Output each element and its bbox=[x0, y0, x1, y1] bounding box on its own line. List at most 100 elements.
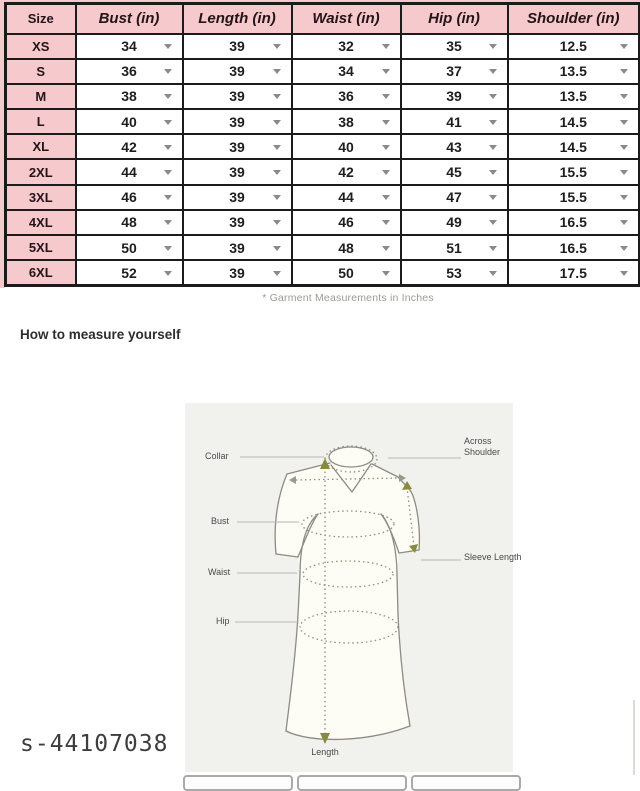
dropdown-caret-icon[interactable] bbox=[163, 270, 172, 276]
dropdown-caret-icon[interactable] bbox=[488, 170, 497, 176]
dropdown-caret-icon[interactable] bbox=[488, 220, 497, 226]
dropdown-caret-icon[interactable] bbox=[272, 94, 281, 100]
dropdown-caret-icon[interactable] bbox=[488, 195, 497, 201]
dropdown-caret-icon[interactable] bbox=[163, 195, 172, 201]
measurement-cell: 45 bbox=[399, 158, 509, 186]
size-cell: 2XL bbox=[4, 158, 77, 186]
cell-value: 39 bbox=[229, 189, 245, 206]
dropdown-caret-icon[interactable] bbox=[272, 270, 281, 276]
dropdown-caret-icon[interactable] bbox=[163, 144, 172, 150]
size-chart-table: Size Bust (in) Length (in) Waist (in) Hip (i… bbox=[4, 2, 640, 287]
dropdown-caret-icon[interactable] bbox=[272, 44, 281, 50]
dropdown-caret-icon[interactable] bbox=[272, 119, 281, 125]
dropdown-caret-icon[interactable] bbox=[620, 144, 628, 150]
cell-value: 44 bbox=[338, 189, 354, 206]
dropdown-caret-icon[interactable] bbox=[381, 119, 390, 125]
dropdown-caret-icon[interactable] bbox=[381, 170, 390, 176]
cell-value: 38 bbox=[121, 88, 137, 105]
dropdown-caret-icon[interactable] bbox=[163, 220, 172, 226]
table-row: 2XL 44 39 42 45 15.5 bbox=[4, 158, 640, 186]
garment-silhouette bbox=[275, 459, 420, 740]
cell-value: 14.5 bbox=[559, 113, 587, 130]
length-arrow-up-icon bbox=[320, 458, 330, 469]
dropdown-caret-icon[interactable] bbox=[163, 245, 172, 251]
thumbnail-placeholder[interactable] bbox=[183, 775, 293, 791]
dropdown-caret-icon[interactable] bbox=[272, 220, 281, 226]
cell-value: 13.5 bbox=[559, 88, 587, 105]
measurement-cell: 15.5 bbox=[506, 158, 640, 186]
dropdown-caret-icon[interactable] bbox=[272, 170, 281, 176]
size-cell: 6XL bbox=[4, 259, 77, 287]
dropdown-caret-icon[interactable] bbox=[272, 144, 281, 150]
dropdown-caret-icon[interactable] bbox=[488, 119, 497, 125]
dropdown-caret-icon[interactable] bbox=[620, 44, 628, 50]
dropdown-caret-icon[interactable] bbox=[488, 270, 497, 276]
dropdown-caret-icon[interactable] bbox=[272, 195, 281, 201]
thumbnail-placeholder[interactable] bbox=[411, 775, 521, 791]
measurement-cell: 40 bbox=[74, 108, 184, 136]
dropdown-caret-icon[interactable] bbox=[381, 44, 390, 50]
dropdown-caret-icon[interactable] bbox=[488, 69, 497, 75]
cell-value: 48 bbox=[121, 214, 137, 231]
cell-value: 12.5 bbox=[559, 38, 587, 55]
dropdown-caret-icon[interactable] bbox=[620, 94, 628, 100]
dropdown-caret-icon[interactable] bbox=[620, 69, 628, 75]
dropdown-caret-icon[interactable] bbox=[163, 44, 172, 50]
dropdown-caret-icon[interactable] bbox=[381, 144, 390, 150]
cell-value: 38 bbox=[338, 113, 354, 130]
cell-value: 39 bbox=[229, 113, 245, 130]
dropdown-caret-icon[interactable] bbox=[488, 245, 497, 251]
dropdown-caret-icon[interactable] bbox=[620, 195, 628, 201]
dropdown-caret-icon[interactable] bbox=[381, 220, 390, 226]
garment-diagram-svg bbox=[235, 445, 461, 744]
cell-value: 40 bbox=[338, 138, 354, 155]
dropdown-caret-icon[interactable] bbox=[620, 170, 628, 176]
size-cell: L bbox=[4, 108, 77, 136]
bust-line bbox=[301, 510, 395, 538]
sleeve-line bbox=[406, 486, 415, 548]
table-row: 6XL 52 39 50 53 17.5 bbox=[4, 259, 640, 287]
dropdown-caret-icon[interactable] bbox=[620, 245, 628, 251]
size-cell: S bbox=[4, 57, 77, 85]
measurement-cell: 42 bbox=[290, 158, 402, 186]
dropdown-caret-icon[interactable] bbox=[381, 69, 390, 75]
dropdown-caret-icon[interactable] bbox=[163, 170, 172, 176]
table-row: 4XL 48 39 46 49 16.5 bbox=[4, 208, 640, 237]
cell-value: 37 bbox=[446, 63, 462, 80]
cell-value: 39 bbox=[229, 264, 245, 281]
cell-value: 50 bbox=[121, 239, 137, 256]
measurement-cell: 53 bbox=[399, 259, 509, 287]
cell-value: 42 bbox=[121, 138, 137, 155]
dropdown-caret-icon[interactable] bbox=[488, 94, 497, 100]
dropdown-caret-icon[interactable] bbox=[620, 270, 628, 276]
dropdown-caret-icon[interactable] bbox=[163, 94, 172, 100]
measurement-cell: 46 bbox=[290, 208, 402, 237]
arrowheads bbox=[320, 458, 418, 744]
dropdown-caret-icon[interactable] bbox=[163, 119, 172, 125]
dropdown-caret-icon[interactable] bbox=[620, 119, 628, 125]
dropdown-caret-icon[interactable] bbox=[381, 94, 390, 100]
cell-value: 16.5 bbox=[559, 239, 587, 256]
dropdown-caret-icon[interactable] bbox=[488, 144, 497, 150]
measurement-cell: 37 bbox=[399, 57, 509, 85]
cell-value: 39 bbox=[446, 88, 462, 105]
measurement-cell: 44 bbox=[74, 158, 184, 186]
dropdown-caret-icon[interactable] bbox=[488, 44, 497, 50]
thumbnail-placeholder[interactable] bbox=[297, 775, 407, 791]
cell-value: 15.5 bbox=[559, 164, 587, 181]
measurement-cell: 48 bbox=[290, 233, 402, 262]
dropdown-caret-icon[interactable] bbox=[163, 69, 172, 75]
table-row: M 38 39 36 39 13.5 bbox=[4, 82, 640, 111]
measurement-cell: 50 bbox=[74, 233, 184, 262]
dropdown-caret-icon[interactable] bbox=[381, 245, 390, 251]
measurement-cell: 38 bbox=[290, 108, 402, 136]
dropdown-caret-icon[interactable] bbox=[381, 195, 390, 201]
dropdown-caret-icon[interactable] bbox=[272, 69, 281, 75]
column-header: Waist (in) bbox=[290, 2, 402, 35]
measurement-cell: 13.5 bbox=[506, 57, 640, 85]
measurement-cell: 39 bbox=[181, 158, 293, 186]
dropdown-caret-icon[interactable] bbox=[620, 220, 628, 226]
dropdown-caret-icon[interactable] bbox=[381, 270, 390, 276]
measurement-cell: 39 bbox=[181, 108, 293, 136]
dropdown-caret-icon[interactable] bbox=[272, 245, 281, 251]
